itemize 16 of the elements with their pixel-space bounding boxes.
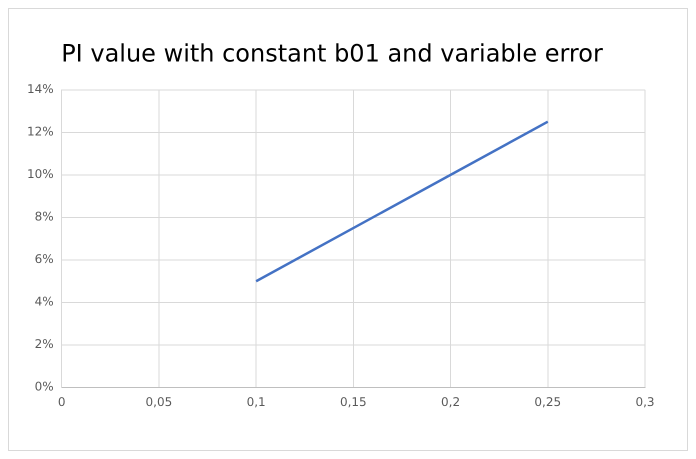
y-tick-label: 4% bbox=[34, 294, 54, 309]
y-tick-label: 2% bbox=[34, 337, 54, 352]
x-tick-label: 0 bbox=[58, 394, 66, 409]
y-tick-label: 12% bbox=[27, 124, 54, 138]
y-tick-label: 8% bbox=[34, 210, 54, 224]
y-tick-label: 6% bbox=[34, 252, 54, 266]
y-tick-label: 14% bbox=[27, 82, 54, 96]
y-tick-label: 0% bbox=[34, 380, 54, 394]
x-tick-label: 0,2 bbox=[441, 394, 460, 409]
x-tick-label: 0,25 bbox=[534, 394, 562, 409]
chart-title: PI value with constant b01 and variable error bbox=[61, 40, 603, 68]
y-tick-label: 10% bbox=[27, 167, 54, 182]
x-tick-label: 0,05 bbox=[146, 394, 172, 409]
x-tick-label: 0,15 bbox=[340, 394, 367, 409]
x-tick-label: 0,3 bbox=[635, 394, 655, 409]
x-tick-label: 0,1 bbox=[246, 394, 266, 409]
